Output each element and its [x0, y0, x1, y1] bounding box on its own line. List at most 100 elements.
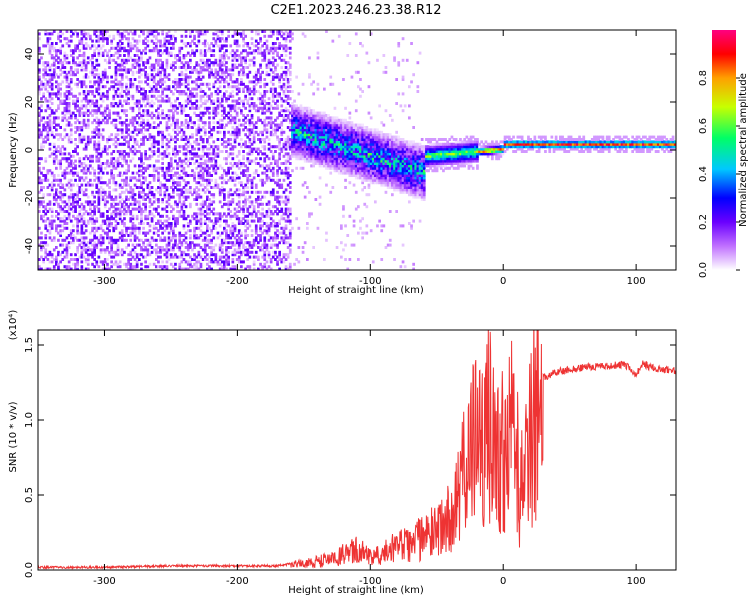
heatmap-cell: [59, 99, 62, 103]
heatmap-cell: [161, 32, 164, 36]
heatmap-cell: [240, 138, 243, 141]
heatmap-cell: [99, 241, 103, 245]
heatmap-cell: [242, 128, 245, 132]
heatmap-cell: [118, 49, 122, 53]
heatmap-cell: [148, 243, 152, 247]
heatmap-cell: [223, 70, 226, 74]
heatmap-cell: [146, 186, 150, 189]
heatmap-cell: [144, 260, 147, 264]
heatmap-cell: [182, 214, 186, 218]
heatmap-cell: [172, 42, 175, 45]
heatmap-cell: [231, 157, 235, 161]
heatmap-cell: [95, 142, 99, 146]
heatmap-cell: [103, 109, 107, 113]
heatmap-cell: [269, 150, 273, 153]
heatmap-cell: [97, 75, 101, 79]
heatmap-cell: [186, 229, 190, 233]
heatmap-cell: [161, 145, 164, 149]
heatmap-cell: [86, 183, 90, 187]
heatmap-cell: [125, 205, 128, 209]
heatmap-cell: [106, 265, 109, 269]
heatmap-cell: [218, 212, 222, 216]
heatmap-cell: [157, 51, 160, 55]
heatmap-cell: [101, 162, 105, 165]
heatmap-cell: [157, 234, 160, 237]
heatmap-cell: [233, 116, 237, 120]
heatmap-cell: [252, 140, 256, 144]
heatmap-cell: [93, 207, 96, 211]
heatmap-cell: [159, 224, 162, 228]
heatmap-cell: [286, 97, 290, 101]
heatmap-cell: [261, 219, 264, 223]
heatmap-cell: [46, 186, 50, 189]
heatmap-cell: [133, 258, 137, 261]
heatmap-cell: [225, 159, 228, 163]
heatmap-cell: [254, 109, 258, 113]
heatmap-cell: [95, 150, 99, 153]
heatmap-cell: [86, 164, 90, 168]
heatmap-cell: [220, 78, 224, 81]
heatmap-cell: [246, 102, 250, 105]
heatmap-cell: [250, 152, 254, 156]
heatmap-cell: [138, 66, 141, 69]
heatmap-cell: [167, 253, 171, 257]
heatmap-cell: [172, 147, 175, 151]
heatmap-cell: [74, 130, 77, 134]
heatmap-cell: [229, 267, 233, 270]
heatmap-cell: [142, 126, 145, 129]
heatmap-cell: [112, 111, 116, 115]
heatmap-cell: [223, 226, 226, 230]
heatmap-cell: [184, 162, 188, 165]
heatmap-cell: [91, 250, 94, 254]
heatmap-cell: [250, 58, 254, 62]
heatmap-cell: [114, 126, 118, 129]
heatmap-cell: [203, 61, 207, 65]
heatmap-cell: [97, 255, 101, 259]
heatmap-cell: [74, 210, 77, 213]
heatmap-cell: [76, 193, 79, 197]
heatmap-cell: [233, 99, 237, 103]
heatmap-cell: [93, 128, 96, 132]
heatmap-cell: [42, 138, 45, 141]
heatmap-cell: [52, 193, 56, 197]
heatmap-cell: [120, 190, 124, 194]
heatmap-cell: [178, 51, 182, 55]
heatmap-cell: [201, 61, 205, 65]
heatmap-cell: [155, 82, 158, 86]
heatmap-cell: [225, 234, 228, 237]
heatmap-cell: [146, 61, 150, 65]
heatmap-cell: [78, 92, 82, 96]
heatmap-cell: [254, 39, 258, 43]
heatmap-cell: [227, 202, 230, 206]
heatmap-cell: [271, 51, 275, 55]
heatmap-cell: [186, 164, 190, 168]
heatmap-cell: [59, 94, 62, 98]
heatmap-cell: [93, 200, 96, 204]
heatmap-cell: [169, 238, 173, 242]
heatmap-cell: [269, 34, 273, 38]
heatmap-cell: [186, 61, 190, 65]
heatmap-cell: [59, 92, 62, 96]
heatmap-cell: [265, 178, 269, 182]
heatmap-cell: [46, 130, 50, 134]
heatmap-cell: [155, 258, 158, 261]
heatmap-cell: [63, 188, 67, 192]
heatmap-cell: [208, 46, 211, 50]
heatmap-cell: [212, 147, 216, 151]
heatmap-cell: [174, 200, 177, 204]
heatmap-cell: [133, 78, 137, 81]
heatmap-cell: [116, 174, 120, 177]
heatmap-cell: [72, 258, 75, 261]
heatmap-cell: [242, 56, 245, 60]
heatmap-cell: [99, 104, 103, 108]
heatmap-cell: [225, 229, 228, 233]
heatmap-cell: [240, 73, 243, 77]
heatmap-cell: [42, 193, 45, 197]
heatmap-cell: [216, 87, 220, 91]
heatmap-cell: [57, 92, 60, 96]
heatmap-cell: [246, 226, 250, 230]
heatmap-cell: [214, 39, 218, 43]
heatmap-cell: [291, 133, 294, 137]
heatmap-cell: [80, 32, 84, 36]
heatmap-cell: [271, 171, 275, 175]
